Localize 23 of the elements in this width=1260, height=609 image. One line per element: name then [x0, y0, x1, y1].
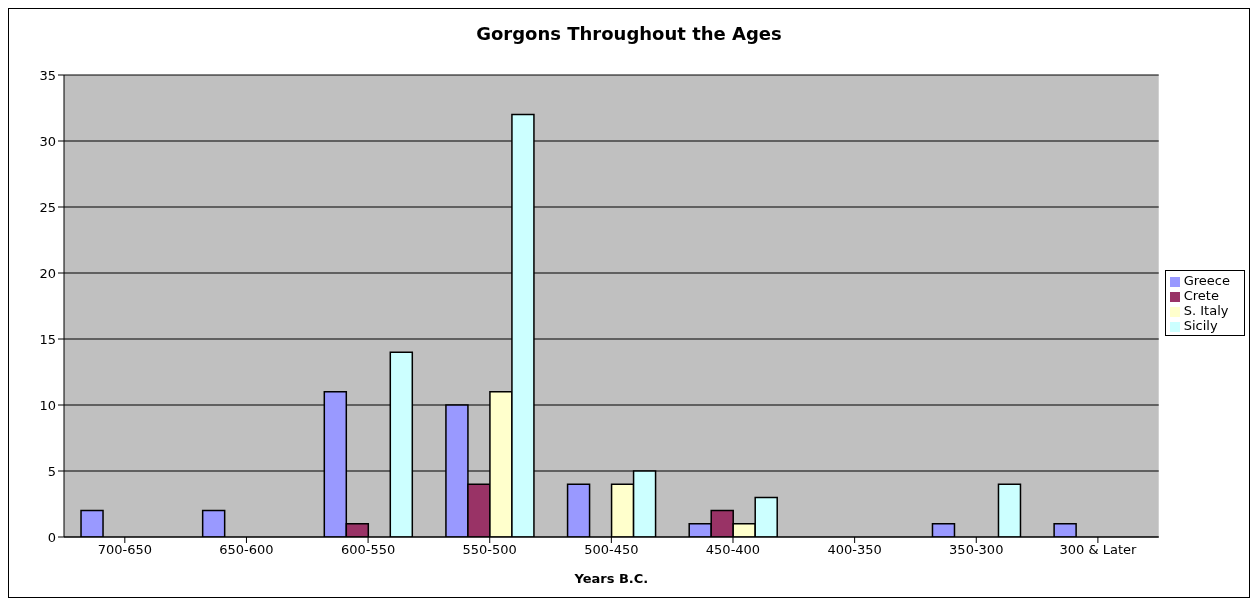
y-tick-label: 15	[39, 331, 56, 347]
y-tick-label: 20	[39, 265, 56, 281]
legend-label: S. Italy	[1183, 303, 1229, 318]
y-tick-label: 5	[47, 463, 56, 479]
x-axis-title: Years B.C.	[573, 571, 649, 586]
x-tick-label: 400-350	[827, 542, 882, 558]
x-tick-label: 700-650	[97, 542, 152, 558]
x-tick-label: 600-550	[340, 542, 396, 558]
x-tick-label: 350-300	[949, 542, 1004, 558]
legend-label: Sicily	[1183, 318, 1218, 333]
x-tick-label: 300 & Later	[1059, 542, 1137, 558]
y-tick-label: 10	[39, 397, 56, 413]
x-tick-label: 500-450	[584, 542, 639, 558]
x-tick-label: 650-600	[219, 542, 274, 558]
legend-label: Greece	[1183, 273, 1230, 288]
y-tick-label: 0	[47, 529, 56, 545]
y-tick-label: 25	[39, 199, 56, 215]
y-tick-label: 35	[39, 67, 56, 83]
legend-label: Crete	[1183, 288, 1219, 303]
y-tick-label: 30	[39, 133, 56, 149]
x-tick-label: 450-400	[705, 542, 761, 558]
chart-title: Gorgons Throughout the Ages	[475, 23, 783, 44]
x-tick-label: 550-500	[462, 542, 517, 558]
